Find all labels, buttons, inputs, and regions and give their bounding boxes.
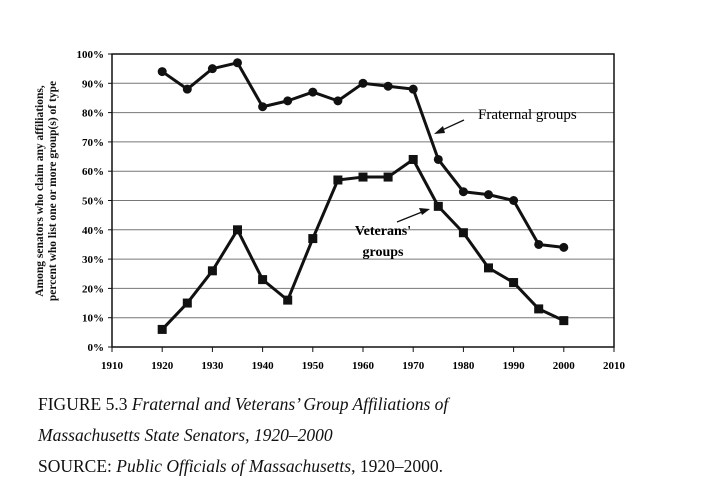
annotation-veterans: Veterans' — [355, 224, 411, 239]
source-title: Public Officials of Massachusetts — [116, 456, 352, 476]
x-tick-label: 1940 — [252, 360, 275, 372]
data-point — [182, 84, 192, 94]
y-tick-label: 10% — [82, 313, 104, 325]
y-tick-label: 100% — [77, 49, 105, 61]
annotation-arrow — [396, 211, 423, 223]
y-tick-label: 70% — [82, 137, 104, 149]
data-point — [383, 81, 393, 91]
data-point — [308, 87, 318, 97]
figure-label: FIGURE 5.3 — [38, 394, 128, 414]
figure-title-2: Massachusetts State Senators, 1920–2000 — [38, 425, 333, 445]
data-point — [534, 239, 544, 249]
x-tick-label: 1990 — [503, 360, 526, 372]
data-point — [333, 175, 343, 185]
data-point — [358, 172, 368, 182]
data-point — [458, 228, 468, 238]
annotation-veterans: groups — [363, 245, 405, 260]
data-point — [433, 154, 443, 164]
caption-line2: Massachusetts State Senators, 1920–2000 — [38, 425, 333, 446]
data-point — [509, 278, 519, 288]
data-point — [233, 58, 242, 68]
annotation-arrow — [439, 119, 465, 132]
y-tick-label: 80% — [82, 108, 104, 120]
data-point — [157, 324, 167, 334]
plot-frame — [111, 53, 615, 348]
data-point — [283, 96, 293, 106]
data-point — [308, 234, 318, 244]
data-point — [408, 84, 418, 94]
line-chart: 0% 10% 20% 30% 40% 50% 60% 70% 80% 90% 100% 1910 192… — [77, 49, 626, 372]
arrowhead — [419, 208, 430, 215]
data-point — [258, 275, 268, 285]
data-point — [433, 201, 443, 211]
y-tick-label: 60% — [82, 166, 104, 178]
source-label: SOURCE: — [38, 456, 112, 476]
series-line — [161, 61, 564, 249]
data-point — [233, 225, 242, 235]
x-tick-label: 1930 — [201, 360, 224, 372]
caption-line1: FIGURE 5.3 Fraternal and Veterans’ Group… — [38, 394, 448, 415]
x-tick-label: 1920 — [151, 360, 174, 372]
figure-title-1: Fraternal and Veterans’ Group Affiliatio… — [131, 394, 449, 414]
data-point — [283, 295, 293, 305]
y-tick-label: 40% — [82, 225, 104, 237]
y-axis-label-line1: Among senators who claim any affiliation… — [34, 85, 46, 297]
source-years: , 1920–2000. — [351, 456, 443, 476]
data-point — [207, 64, 217, 74]
data-point — [383, 172, 393, 182]
arrowhead — [434, 126, 445, 134]
x-tick-label: 1980 — [452, 360, 475, 372]
x-tick-label: 1950 — [302, 360, 325, 372]
data-point — [358, 78, 368, 88]
data-point — [157, 67, 167, 77]
data-point — [207, 266, 217, 276]
y-tick-label: 0% — [88, 342, 105, 354]
y-axis-label: Among senators who claim any affiliation… — [34, 26, 60, 356]
x-tick-label: 1960 — [352, 360, 375, 372]
y-tick-label: 30% — [82, 254, 104, 266]
y-tick-label: 20% — [82, 283, 104, 295]
y-tick-label: 50% — [82, 196, 104, 208]
data-point — [333, 96, 343, 106]
data-point — [408, 154, 418, 164]
y-axis-label-line2: percent who list one or more group(s) of… — [47, 80, 59, 302]
x-tick-label: 1970 — [402, 360, 425, 372]
data-point — [509, 196, 519, 205]
data-point — [484, 190, 493, 200]
data-point — [559, 316, 569, 326]
y-tick-label: 90% — [82, 78, 104, 90]
data-point — [534, 304, 544, 314]
data-point — [458, 187, 468, 197]
caption-source: SOURCE: Public Officials of Massachusett… — [38, 456, 443, 477]
x-tick-label: 1910 — [101, 360, 124, 372]
data-point — [182, 298, 192, 308]
data-point — [559, 242, 569, 252]
x-tick-label: 2010 — [603, 360, 626, 372]
data-point — [258, 102, 268, 112]
x-tick-label: 2000 — [553, 360, 576, 372]
data-point — [484, 263, 493, 273]
annotation-fraternal: Fraternal groups — [478, 107, 577, 123]
